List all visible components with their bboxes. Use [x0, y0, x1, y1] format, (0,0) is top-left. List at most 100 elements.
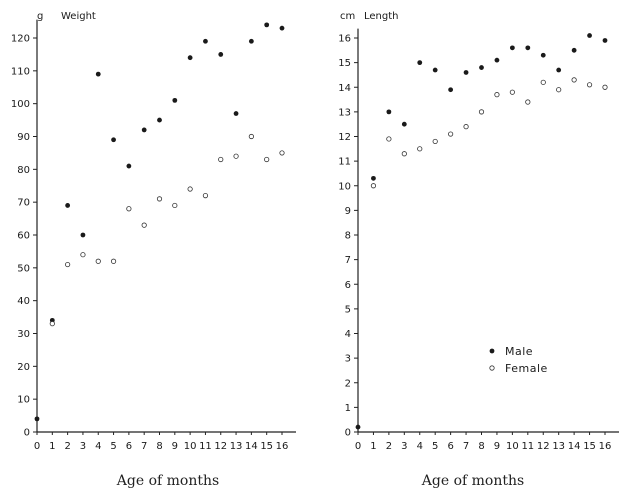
- length-y-tick-label: 8: [345, 231, 351, 242]
- weight-y-tick-label: 10: [17, 395, 30, 406]
- weight-y-tick-label: 70: [17, 198, 30, 209]
- weight-female-point: [110, 258, 117, 264]
- length-female-point: [386, 136, 392, 142]
- length-y-tick-label: 4: [345, 329, 351, 340]
- length-female-point: [432, 138, 438, 145]
- length-male-point: [494, 57, 500, 63]
- weight-male-point: [95, 71, 101, 77]
- length-male-point: [401, 121, 407, 127]
- length-x-tick-label: 15: [583, 441, 596, 452]
- length-male-point: [371, 175, 376, 181]
- length-y-tick-label: 3: [345, 354, 351, 365]
- weight-y-tick-label: 50: [17, 263, 30, 274]
- weight-female-point: [95, 258, 101, 264]
- length-male-point: [509, 45, 515, 51]
- length-y-tick-label: 16: [338, 34, 351, 45]
- weight-male-point: [141, 127, 147, 133]
- weight-male-point: [279, 25, 285, 31]
- length-y-tick-label: 12: [338, 132, 351, 143]
- weight-y-unit: g: [37, 11, 43, 22]
- length-y-tick-label: 9: [345, 206, 351, 217]
- length-female-point: [602, 84, 608, 90]
- length-x-tick-label: 10: [506, 441, 519, 452]
- weight-y-tick-label: 30: [17, 329, 30, 340]
- length-x-tick-label: 6: [447, 441, 453, 452]
- weight-y-tick-label: 120: [11, 34, 30, 45]
- length-male-point: [587, 33, 592, 38]
- weight-x-tick-label: 16: [276, 441, 289, 452]
- length-y-tick-label: 5: [345, 304, 351, 315]
- length-female-point: [417, 146, 423, 152]
- weight-x-tick-label: 8: [156, 441, 162, 452]
- length-male-point: [525, 45, 531, 51]
- length-female-point: [370, 183, 377, 189]
- weight-y-tick-label: 60: [17, 231, 30, 242]
- length-male-point: [417, 60, 423, 66]
- weight-x-tick-label: 15: [260, 441, 273, 452]
- weight-male-point: [248, 38, 254, 44]
- weight-x-tick-label: 1: [49, 441, 55, 452]
- weight-male-point: [264, 22, 270, 28]
- weight-x-tick-label: 0: [34, 441, 40, 452]
- length-female-point: [448, 131, 454, 137]
- length-male-point: [571, 47, 577, 53]
- length-x-tick-label: 13: [552, 441, 565, 452]
- weight-x-tick-label: 4: [95, 441, 101, 452]
- weight-x-tick-label: 3: [80, 441, 86, 452]
- length-female-point: [494, 92, 500, 98]
- weight-male-point: [203, 38, 208, 44]
- legend-female-marker: [489, 365, 495, 371]
- length-x-tick-label: 7: [463, 441, 469, 452]
- legend-female-label: Female: [505, 362, 548, 375]
- weight-x-tick-label: 6: [126, 441, 132, 452]
- length-female-point: [571, 77, 577, 83]
- length-male-point: [556, 67, 562, 73]
- length-y-tick-label: 15: [338, 58, 351, 69]
- weight-male-point: [34, 416, 40, 422]
- weight-y-tick-label: 40: [17, 296, 30, 307]
- weight-male-point: [111, 137, 116, 143]
- length-female-point: [586, 82, 593, 88]
- length-female-point: [556, 87, 562, 93]
- length-male-point: [463, 70, 469, 75]
- length-y-tick-label: 14: [338, 83, 351, 94]
- weight-x-tick-label: 11: [199, 441, 212, 452]
- weight-female-point: [65, 261, 71, 268]
- length-male-point: [386, 109, 392, 115]
- weight-male-point: [233, 111, 239, 116]
- weight-male-point: [218, 52, 224, 57]
- length-y-tick-label: 0: [345, 428, 351, 439]
- weight-female-point: [218, 156, 224, 163]
- length-female-point: [401, 151, 407, 157]
- length-female-point: [478, 109, 485, 115]
- legend-male-marker: [489, 348, 495, 354]
- weight-female-point: [279, 150, 285, 156]
- length-y-tick-label: 10: [338, 181, 351, 192]
- weight-female-point: [248, 133, 254, 140]
- length-chart: cm Length Age of months Male Female 0123…: [338, 11, 619, 489]
- length-y-tick-label: 2: [345, 378, 351, 389]
- length-female-point: [463, 124, 469, 130]
- weight-male-point: [65, 203, 71, 208]
- length-female-point: [509, 89, 515, 95]
- length-y-tick-label: 7: [345, 255, 351, 266]
- weight-female-point: [187, 186, 193, 192]
- length-male-point: [355, 424, 361, 430]
- length-x-tick-label: 16: [599, 441, 612, 452]
- weight-x-tick-label: 10: [184, 441, 197, 452]
- weight-x-tick-label: 5: [110, 441, 116, 452]
- weight-male-point: [172, 97, 178, 103]
- weight-chart: g Weight Age of months 01020304050607080…: [11, 11, 296, 489]
- weight-x-tick-label: 7: [141, 441, 147, 452]
- weight-female-point: [172, 202, 178, 209]
- weight-y-tick-label: 90: [17, 132, 30, 143]
- weight-y-tick-label: 100: [11, 99, 30, 110]
- weight-x-tick-label: 9: [172, 441, 178, 452]
- length-x-tick-label: 4: [417, 441, 423, 452]
- length-male-point: [432, 67, 438, 73]
- weight-male-point: [157, 117, 162, 123]
- weight-y-tick-label: 0: [24, 428, 30, 439]
- length-x-tick-label: 1: [370, 441, 376, 452]
- length-y-tick-label: 6: [345, 280, 351, 291]
